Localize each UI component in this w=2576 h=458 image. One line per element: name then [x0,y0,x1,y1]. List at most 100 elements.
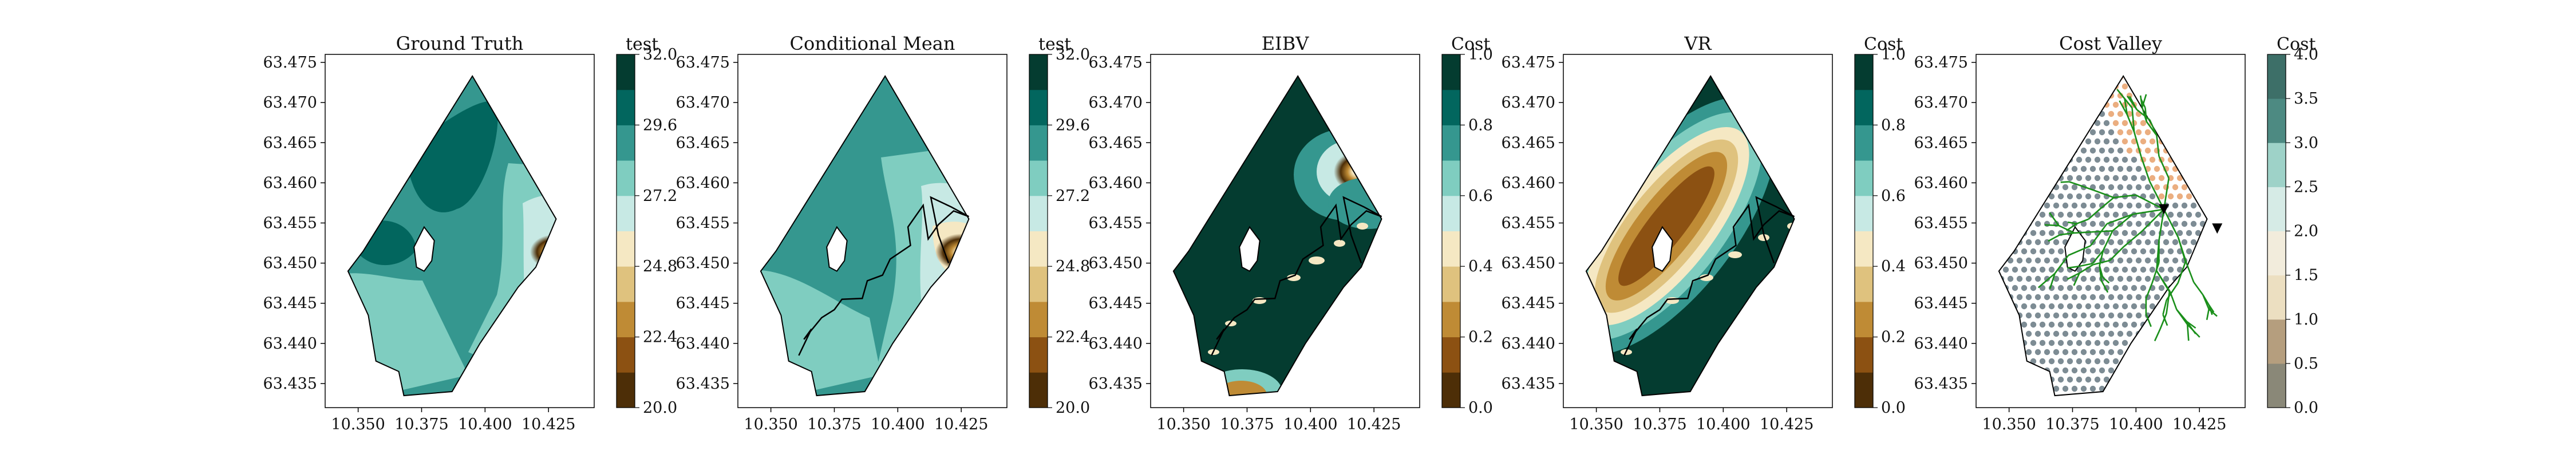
x-tick-label: 10.425 [521,416,575,433]
x-tick-label: 10.375 [1633,416,1686,433]
x-axis: 10.350 10.375 10.400 10.425 [744,408,988,433]
x-axis: 10.350 10.375 10.400 10.425 [1569,408,1814,433]
y-tick-label: 63.470 [676,94,730,112]
x-axis: 10.350 10.375 10.400 10.425 [1982,408,2226,433]
y-axis: 63.435 63.440 63.445 63.450 63.455 63.460 63.4… [263,54,325,393]
colorbar-swatch [617,125,635,161]
region-outline [347,74,557,397]
y-axis: 63.435 63.440 63.445 63.450 63.455 63.460 63.4… [1914,54,1976,393]
y-tick-label: 63.445 [1502,295,1555,313]
y-tick-label: 63.445 [1914,295,1968,313]
region-outline [1172,74,1382,397]
pale-band [523,195,556,352]
y-tick-label: 63.455 [263,214,317,232]
colorbar-swatch [1029,372,1048,408]
colorbar-tick-label: 20.0 [643,399,677,417]
colorbar-tick-label: 20.0 [1056,399,1090,417]
colorbar-swatch [1029,301,1048,338]
colorbar-tick-label: 22.4 [643,329,677,346]
y-tick-label: 63.450 [1089,255,1143,273]
x-tick-label: 10.425 [934,416,988,433]
y-axis: 63.435 63.440 63.445 63.450 63.455 63.460 63.4… [676,54,738,393]
colorbar-tick-label: 32.0 [643,46,677,64]
y-tick-label: 63.475 [1089,54,1143,72]
x-tick-label: 10.400 [1283,416,1337,433]
y-tick-label: 63.470 [1089,94,1143,112]
colorbar-swatch [1855,231,1873,267]
colorbar-tick-label: 0.8 [1468,116,1493,134]
colorbar-swatch [1029,54,1048,90]
colorbar-swatch [1855,89,1873,125]
colorbar-tick-label: 3.0 [2294,134,2318,152]
colorbar-swatch [617,266,635,302]
y-tick-label: 63.435 [1089,375,1143,393]
colorbar-swatch [1029,160,1048,196]
panel-vr: VR 10.350 10.375 10.400 10.425 63.435 63.440… [1502,33,1833,433]
panel-title: VR [1684,33,1712,54]
sampling-path [1623,196,1795,356]
colorbar-tick-label: 1.0 [1468,46,1493,64]
colorbar-tick-label: 29.6 [643,116,677,134]
colorbar-swatch [1442,125,1460,161]
colorbar-swatch [617,195,635,231]
colorbar-swatch [2267,54,2286,99]
island-hole [2064,226,2086,272]
x-tick-label: 10.375 [394,416,448,433]
colorbar-tick-label: 1.5 [2294,267,2318,285]
colorbar-swatch [1442,301,1460,338]
x-tick-label: 10.350 [1982,416,2036,433]
y-tick-label: 63.465 [1089,134,1143,152]
colorbar-label: test [626,34,658,54]
x-tick-label: 10.400 [2109,416,2163,433]
colorbar-swatch [617,54,635,90]
y-tick-label: 63.440 [1089,335,1143,353]
colorbar-swatch [1855,372,1873,408]
cost-lobe [1618,166,1714,286]
y-tick-label: 63.450 [1914,255,1968,273]
y-tick-label: 63.460 [676,174,730,192]
y-axis: 63.435 63.440 63.445 63.450 63.455 63.460 63.4… [1089,54,1151,393]
y-tick-label: 63.470 [1914,94,1968,112]
colorbar-swatch [1029,231,1048,267]
panel-cost-valley: Cost Valley 10.350 10.375 10.400 10.425 63.… [1914,33,2246,433]
colorbar-swatch [1442,337,1460,373]
colorbar-tick-label: 22.4 [1056,329,1090,346]
y-tick-label: 63.445 [676,295,730,313]
colorbar-tick-label: 1.0 [2294,311,2318,329]
panel-title: EIBV [1262,33,1310,54]
colorbar-tick-label: 0.6 [1468,187,1493,205]
x-axis: 10.350 10.375 10.400 10.425 [331,408,575,433]
y-tick-label: 63.440 [1914,335,1968,353]
colorbar-tick-label: 24.8 [1056,258,1090,275]
plot-frame [737,54,1008,408]
colorbar-tick-label: 32.0 [1056,46,1090,64]
colorbar-swatch [617,89,635,125]
y-tick-label: 63.455 [1502,214,1555,232]
colorbar-tick-label: 4.0 [2294,46,2318,64]
y-tick-label: 63.475 [1502,54,1555,72]
colorbar-swatch [1442,54,1460,90]
colorbar-tick-label: 0.2 [1468,329,1493,346]
y-tick-label: 63.460 [1914,174,1968,192]
y-axis: 63.435 63.440 63.445 63.450 63.455 63.460 63.4… [1502,54,1563,393]
colorbar-swatch [2267,98,2286,143]
plot-frame [1563,54,1833,408]
panel-conditional-mean: Conditional Mean 10.350 10.375 10.400 10.42… [676,33,1008,433]
colorbar-swatch [2267,187,2286,231]
y-tick-label: 63.465 [676,134,730,152]
region-outline [1998,74,2208,397]
colorbar-tick-label: 27.2 [643,187,677,205]
x-tick-label: 10.425 [2172,416,2226,433]
island-hole [1239,226,1261,272]
panel-title: Conditional Mean [790,33,955,54]
x-tick-label: 10.400 [458,416,512,433]
island-hole [826,226,848,272]
y-tick-label: 63.475 [676,54,730,72]
x-tick-label: 10.400 [1696,416,1750,433]
y-tick-label: 63.445 [263,295,317,313]
colorbar-tick-label: 0.8 [1881,116,1906,134]
colorbar-swatch [617,231,635,267]
